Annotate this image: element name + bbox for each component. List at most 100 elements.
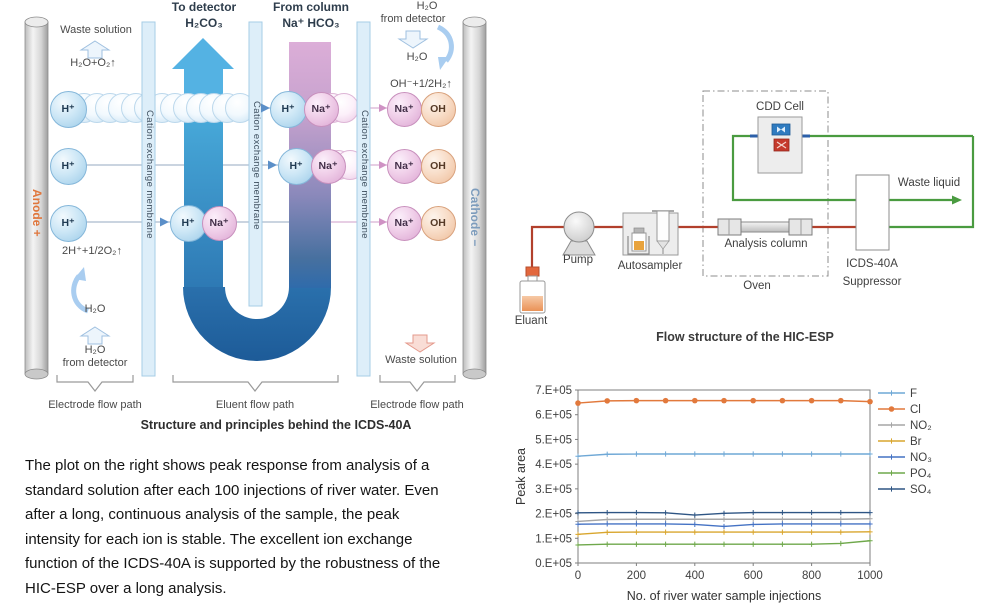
data-marker [838, 397, 844, 404]
flow-diagram-caption: Flow structure of the HIC-ESP [656, 330, 834, 344]
data-marker [575, 400, 581, 406]
data-marker [779, 521, 785, 527]
x-tick-label: 1000 [857, 570, 883, 582]
eluant-label: Eluant [514, 315, 548, 327]
data-marker [838, 509, 844, 516]
oven-label: Oven [743, 280, 771, 292]
data-marker [888, 390, 895, 396]
data-marker [809, 521, 815, 527]
data-marker [750, 541, 756, 547]
regenerant-loop [731, 134, 975, 229]
electrode-flow-path-right-label: Electrode flow path [370, 399, 464, 411]
data-marker [633, 541, 639, 547]
y-tick-label: 7.E+05 [535, 385, 572, 397]
x-axis-title: No. of river water sample injections [627, 589, 822, 603]
na-ion: Na⁺ [310, 148, 346, 184]
data-marker [575, 510, 581, 516]
eluent-flow-path-label: Eluent flow path [215, 399, 295, 411]
data-marker [575, 542, 581, 548]
data-marker [779, 451, 785, 457]
data-marker [663, 529, 669, 535]
waste-down-arrow-icon [404, 334, 436, 353]
data-marker [663, 510, 669, 516]
suppressor-label-1: ICDS-40A [846, 258, 898, 270]
data-marker [867, 509, 873, 516]
h2o-up-arrow-icon [79, 326, 111, 345]
data-marker [809, 541, 815, 547]
waste-solution-left-label: Waste solution [60, 24, 132, 36]
data-marker [809, 529, 815, 535]
data-marker [750, 516, 756, 522]
legend-label: PO₄ [910, 468, 932, 480]
data-marker [867, 538, 873, 544]
data-marker [779, 541, 785, 547]
curved-arrows [71, 24, 454, 314]
data-marker [867, 529, 873, 535]
membrane-label-1: Cation exchange membrane [144, 110, 155, 239]
data-marker [633, 516, 639, 522]
data-marker [575, 453, 581, 459]
eluent-line [530, 225, 878, 268]
h-ion: H⁺ [277, 147, 315, 185]
oh-reaction-label: OH⁻+1/2H₂↑ [390, 78, 452, 90]
y-tick-label: 0.E+05 [535, 558, 572, 570]
data-marker [750, 397, 756, 404]
from-column-label: From column [272, 0, 349, 14]
data-marker [750, 451, 756, 457]
data-marker [663, 521, 669, 527]
legend-label: Br [910, 436, 922, 448]
h2co3-label: H₂CO₃ [185, 16, 223, 30]
data-marker [721, 529, 727, 535]
to-detector-arrow [172, 38, 234, 100]
cdd-cell [757, 116, 803, 174]
data-marker [888, 486, 895, 492]
description-paragraph: The plot on the right shows peak respons… [25, 454, 490, 602]
autosampler-label: Autosampler [617, 260, 683, 272]
data-marker [692, 521, 698, 528]
data-marker [888, 422, 895, 428]
data-marker [692, 397, 698, 404]
data-marker [779, 516, 785, 522]
x-tick-label: 400 [685, 570, 704, 582]
waste-liquid-label: Waste liquid [897, 177, 961, 189]
waste-solution-right-label: Waste solution [385, 354, 457, 366]
autosampler-icon [622, 210, 679, 256]
data-marker [888, 406, 895, 412]
data-marker [721, 451, 727, 457]
data-marker [867, 521, 873, 527]
h2o-bottom-label: H₂O [84, 303, 106, 315]
plot-border [577, 389, 871, 564]
data-marker [633, 529, 639, 535]
data-marker [721, 523, 727, 530]
data-marker [604, 516, 610, 523]
x-tick-label: 600 [744, 570, 763, 582]
waste-up-arrow-icon [79, 40, 111, 59]
legend-label: F [910, 388, 917, 400]
x-tick-label: 0 [575, 570, 581, 582]
description-line: function of the ICDS-40A is supported by… [25, 555, 441, 573]
oh-ion: OH [420, 91, 456, 127]
cation-exchange-membranes [141, 21, 371, 377]
data-marker [750, 521, 756, 528]
data-marker [809, 516, 815, 522]
data-marker [692, 541, 698, 547]
h2o-bottom2-label: H₂O [84, 344, 106, 356]
data-marker [662, 397, 669, 404]
data-marker [604, 451, 610, 457]
analysis-column-label: Analysis column [724, 238, 808, 250]
data-marker [838, 521, 844, 527]
legend-label: Cl [910, 404, 921, 416]
data-marker [809, 451, 815, 457]
data-marker [692, 529, 698, 535]
legend-label: NO₂ [910, 420, 932, 432]
data-marker [604, 398, 610, 404]
data-marker [838, 451, 844, 457]
data-marker [633, 509, 639, 516]
data-marker [838, 540, 844, 547]
y-axis-title: Peak area [514, 448, 528, 505]
legend-label: NO₃ [910, 452, 932, 464]
x-tick-label: 200 [627, 570, 646, 582]
h2o-down-arrow-icon [397, 30, 429, 49]
data-marker [633, 521, 639, 527]
stability-chart: 0.E+05 1.E+05 2.E+05 3.E+05 4.E+05 5.E+05 6.E+… [514, 385, 932, 603]
